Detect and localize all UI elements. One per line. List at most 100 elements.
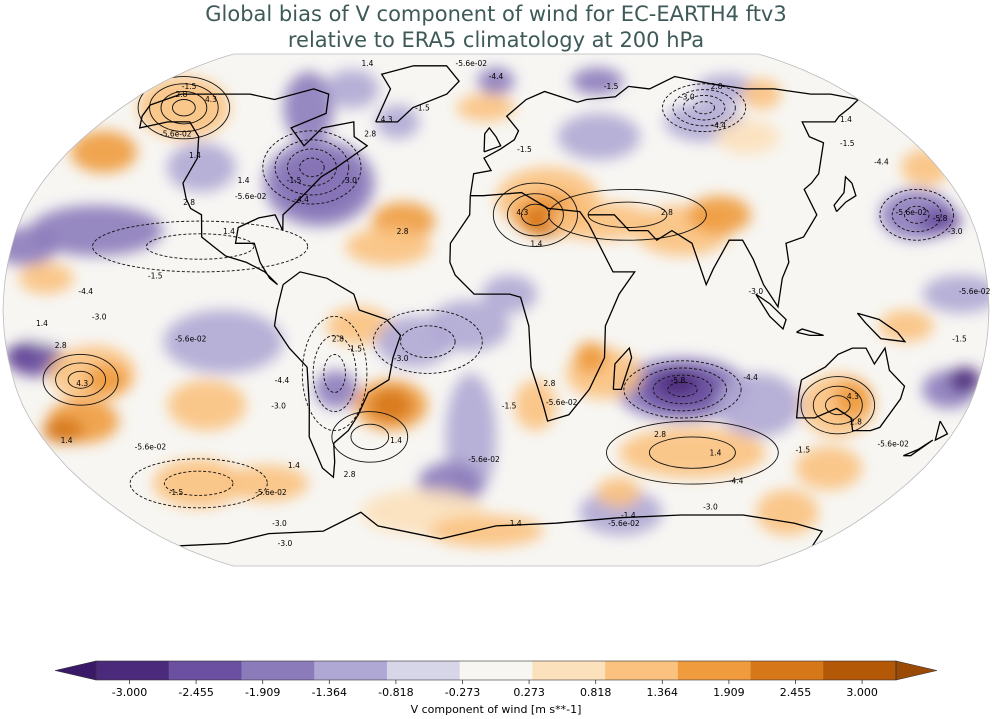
- contour-label: -4.4: [729, 476, 744, 485]
- contour-label: -5.6e-02: [959, 287, 991, 296]
- contour-ring: [648, 436, 736, 469]
- bias-blob: [345, 227, 432, 266]
- bias-blob: [795, 446, 863, 490]
- contour-label: -5.8: [671, 376, 686, 385]
- colorbar-swatches: [96, 661, 897, 680]
- coastline: [449, 191, 636, 422]
- contour-label: 4.3: [381, 115, 393, 124]
- colorbar-tick-label: -0.818: [378, 686, 414, 699]
- colorbar-swatch: [459, 661, 533, 680]
- contour-label: -5.8: [933, 214, 948, 223]
- contour-label: -1.5: [517, 145, 532, 154]
- bias-blob: [456, 94, 515, 122]
- contour-label: 1.4: [710, 449, 722, 458]
- contour-label: 2.8: [55, 341, 67, 350]
- bias-blob: [86, 363, 129, 396]
- contour-label: 2.8: [397, 227, 409, 236]
- contour-label: -3.0: [703, 503, 718, 512]
- contour-ring: [145, 233, 255, 260]
- colorbar-tick-label: -1.909: [244, 686, 281, 699]
- colorbar-swatch: [605, 661, 679, 680]
- contour-ring: [137, 76, 231, 140]
- coastlines: [138, 65, 949, 547]
- bias-blob: [428, 515, 544, 548]
- contour-ring: [149, 83, 219, 133]
- colorbar-swatch: [96, 661, 170, 680]
- bias-blob: [557, 113, 641, 160]
- bias-blob: [427, 300, 510, 352]
- contour-label: 2.8: [543, 379, 555, 388]
- contour-label: 2.8: [344, 470, 356, 479]
- contour-label: -1.5: [415, 104, 430, 113]
- map-title-line-1: Global bias of V component of wind for E…: [205, 2, 787, 26]
- coastline: [469, 75, 859, 196]
- bias-blob: [263, 139, 375, 227]
- contour-labels: -1.5 -5.6e-02 1.4 4.3 2.8 1.4 -5.6e-02 -1.5 2.8 4…: [36, 59, 991, 548]
- contour-label: -5.6e-02: [456, 59, 488, 68]
- bias-blob: [948, 367, 982, 393]
- contour-label: 4.3: [516, 208, 528, 217]
- contour-label: -3.0: [278, 539, 293, 548]
- contour-ring: [299, 157, 325, 178]
- bias-blob: [163, 310, 284, 374]
- contour-label: -4.4: [78, 287, 93, 296]
- map-boundary: [2, 53, 990, 567]
- coastline: [483, 126, 502, 153]
- colorbar-swatch: [168, 661, 242, 680]
- coastline: [903, 439, 934, 457]
- contour-label: 1.4: [840, 115, 852, 124]
- contour-label: -4.4: [711, 121, 726, 130]
- contour-ring: [42, 353, 119, 406]
- contour-ring: [506, 193, 564, 237]
- contour-ring: [667, 381, 698, 397]
- contour-label: 2.8: [661, 208, 673, 217]
- contour-label: -3.0: [948, 227, 963, 236]
- coastline: [795, 346, 906, 432]
- contour-label: -4.4: [874, 157, 889, 166]
- bias-blob: [153, 458, 245, 508]
- contour-label: -1.5: [287, 176, 302, 185]
- colorbar-frame: [95, 660, 897, 681]
- colorbar-swatch: [386, 661, 460, 680]
- contour-label: -4.4: [743, 373, 758, 382]
- contour-label: 1.4: [530, 240, 542, 249]
- bias-blob: [477, 67, 515, 95]
- contour-ring: [879, 188, 954, 241]
- colorbar-tick-label: 2.455: [779, 686, 812, 699]
- bias-blob: [919, 208, 962, 234]
- contour-label: -5.6e-02: [468, 455, 500, 464]
- contour-label: 4.3: [847, 392, 859, 401]
- bias-blob: [742, 78, 782, 110]
- contour-label: 1.4: [223, 227, 235, 236]
- contour-ring: [160, 91, 208, 125]
- contour-label: -1.5: [840, 139, 855, 148]
- contour-ring: [67, 370, 94, 389]
- contour-label: -5.6e-02: [877, 439, 909, 448]
- contour-ring: [372, 309, 483, 374]
- colorbar-tick-label: -1.364: [311, 686, 348, 699]
- bias-blob: [325, 69, 379, 109]
- coastline: [588, 99, 859, 309]
- contour-label: -5.6e-02: [546, 398, 578, 407]
- bias-blob: [922, 275, 989, 314]
- contour-label: -1.4: [621, 511, 636, 520]
- colorbar-tick-label: 1.364: [646, 686, 679, 699]
- contour-label: 1.4: [510, 519, 522, 528]
- colorbar-tick-label: -0.273: [444, 686, 481, 699]
- colorbar-swatch: [314, 661, 388, 680]
- contour-label: 1.4: [362, 59, 374, 68]
- contour-label: -5.6e-02: [135, 443, 167, 452]
- coastline: [612, 346, 633, 391]
- bias-blob: [514, 379, 557, 431]
- bias-blob: [878, 310, 934, 342]
- bias-blob: [571, 67, 624, 95]
- bias-blob: [596, 477, 641, 507]
- colorbar-swatch: [750, 661, 824, 680]
- contour-label: -5.6e-02: [175, 335, 207, 344]
- coastline: [179, 511, 824, 547]
- colorbar-tick-label: -3.000: [111, 686, 148, 699]
- contour-ring: [323, 354, 346, 393]
- contour-ring: [606, 420, 779, 485]
